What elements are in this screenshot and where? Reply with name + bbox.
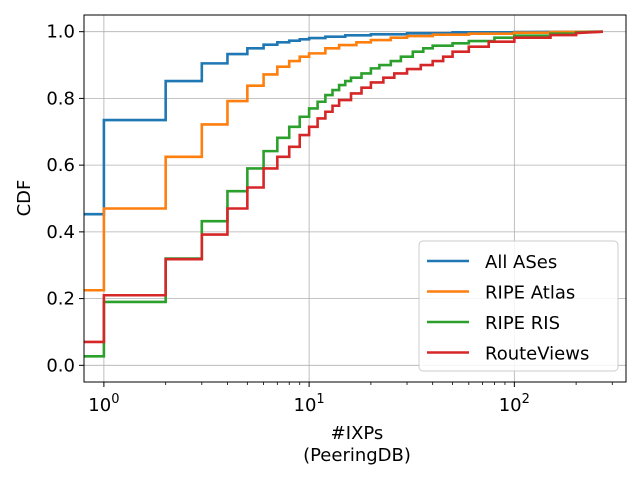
legend-box [418, 240, 619, 372]
y-tick-label: 0.8 [46, 88, 75, 109]
legend-label: All ASes [485, 252, 557, 273]
legend-label: RouteViews [485, 344, 589, 365]
y-tick-label: 0.2 [46, 289, 75, 310]
legend-label: RIPE Atlas [485, 283, 575, 304]
y-axis-label: CDF [14, 180, 35, 217]
grid-lines [84, 15, 626, 382]
y-tick-label: 0.0 [46, 355, 75, 376]
x-tick-label: 100 [88, 392, 119, 416]
legend-label: RIPE RIS [485, 313, 560, 334]
y-tick-label: 0.4 [46, 222, 75, 243]
x-tick-label: 101 [294, 392, 325, 416]
x-axis-label-sub: (PeeringDB) [303, 445, 411, 466]
axis-ticks: 0.0 0.2 0.4 0.6 0.8 1.0 100 101 102 [46, 22, 613, 416]
series-line-routeviews [84, 30, 603, 344]
series-line-all-ases [84, 30, 603, 216]
series-layer [84, 30, 603, 358]
plot-frame [83, 14, 627, 383]
x-tick-label: 102 [499, 392, 530, 416]
series-line-ripe-atlas [84, 30, 603, 292]
y-tick-label: 1.0 [46, 22, 75, 43]
series-line-ripe-ris [84, 30, 603, 358]
y-tick-label: 0.6 [46, 155, 75, 176]
x-axis-label: #IXPs [331, 423, 384, 444]
legend: All ASes RIPE Atlas RIPE RIS RouteViews [418, 240, 619, 372]
